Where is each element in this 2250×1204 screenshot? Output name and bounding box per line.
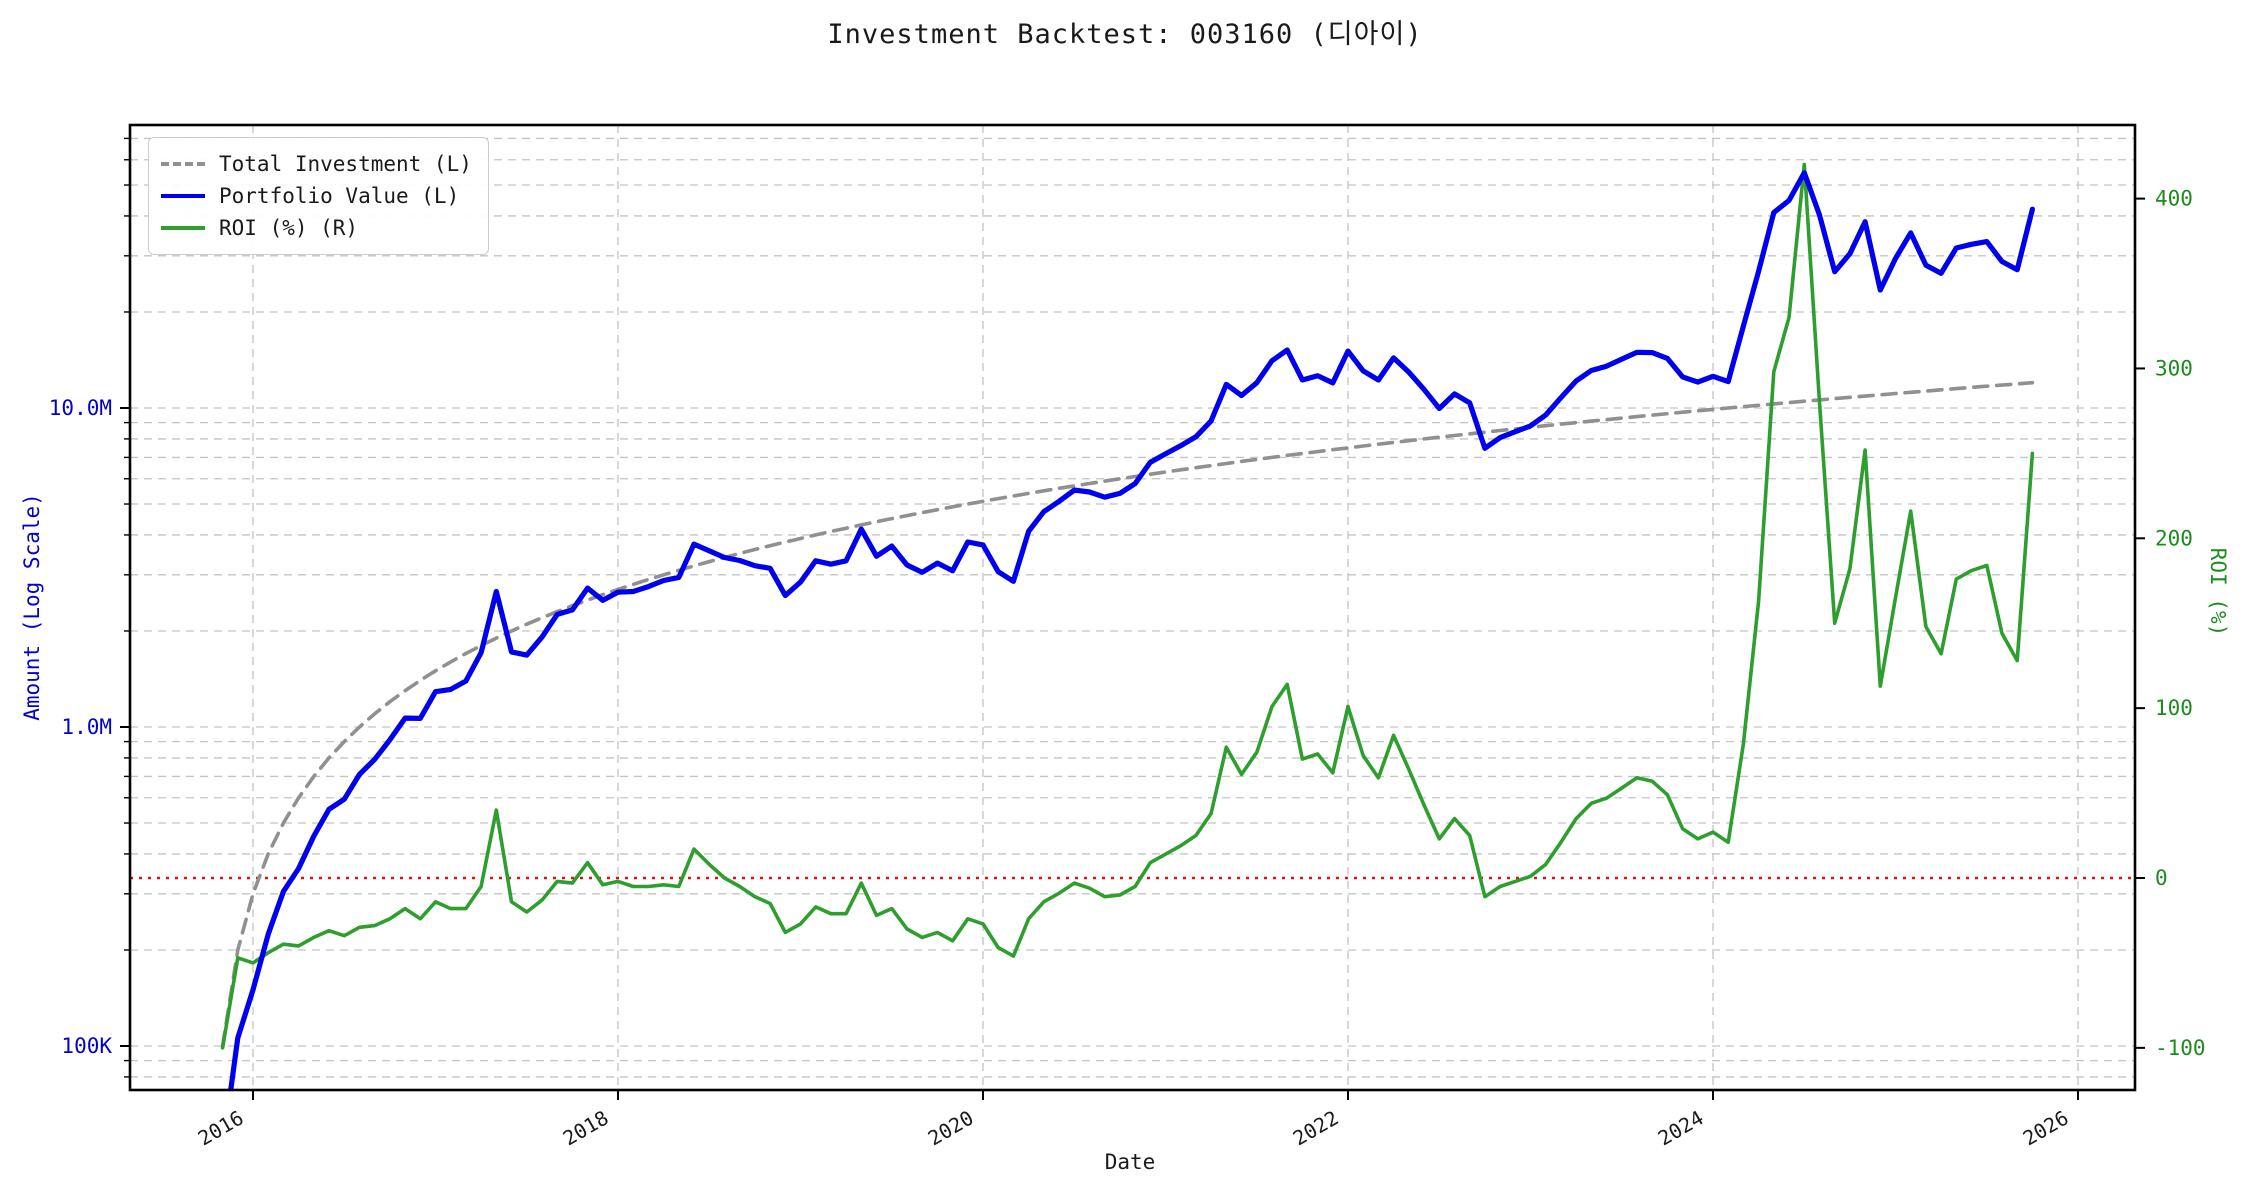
legend-item-total-investment: Total Investment (L) (161, 148, 472, 180)
x-tick-label: 2026 (2019, 1106, 2073, 1151)
x-tick-label: 2018 (559, 1106, 613, 1151)
legend-swatch-green-line (161, 226, 205, 230)
x-axis-label: Date (1104, 1150, 1156, 1174)
right-tick-label: 400 (2155, 187, 2193, 211)
left-tick-label: 1.0M (61, 715, 112, 739)
legend-item-roi: ROI (%) (R) (161, 212, 472, 244)
y-axis-label-right: ROI (%) (2206, 547, 2230, 637)
right-tick-label: 300 (2155, 356, 2193, 380)
x-tick-label: 2024 (1654, 1106, 1708, 1151)
portfolio-value-line (228, 170, 2035, 1090)
y-axis-label-left: Amount (Log Scale) (20, 493, 44, 721)
left-tick-label: 100K (61, 1034, 112, 1058)
plot-border (128, 123, 2137, 1092)
legend-item-portfolio-value: Portfolio Value (L) (161, 180, 472, 212)
legend-label: Portfolio Value (L) (219, 184, 460, 208)
left-tick-label: 10.0M (49, 396, 112, 420)
axis-ticks: 100K 1.0M 10.0M -100 0 100 200 300 400 2016 2018 20… (49, 137, 2206, 1151)
right-tick-label: 0 (2155, 866, 2168, 890)
gridlines (130, 125, 2135, 1090)
legend-swatch-blue-line (161, 194, 205, 198)
x-tick-label: 2016 (194, 1106, 248, 1151)
x-tick-label: 2020 (924, 1106, 978, 1151)
chart-legend: Total Investment (L) Portfolio Value (L)… (148, 137, 489, 255)
page-title: Investment Backtest: 003160 (디아이) (827, 19, 1423, 50)
legend-swatch-dashed-line (161, 162, 205, 166)
right-tick-label: 100 (2155, 696, 2193, 720)
right-tick-label: 200 (2155, 526, 2193, 550)
right-tick-label: -100 (2155, 1036, 2206, 1060)
legend-label: ROI (%) (R) (219, 216, 359, 240)
roi-line (220, 162, 2035, 1050)
x-tick-label: 2022 (1289, 1106, 1343, 1151)
total-investment-line (220, 380, 2035, 1048)
legend-label: Total Investment (L) (219, 152, 472, 176)
